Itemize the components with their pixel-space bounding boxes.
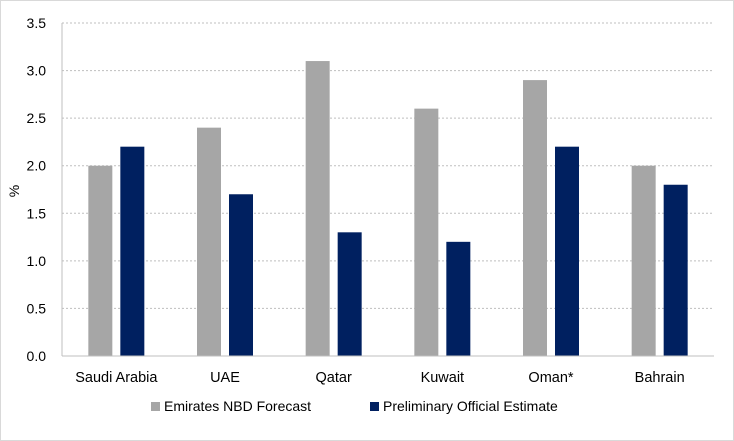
x-tick-label: Bahrain (635, 370, 685, 386)
y-tick-label: 1.0 (27, 253, 47, 269)
legend-label: Preliminary Official Estimate (383, 398, 558, 414)
x-tick-label: Saudi Arabia (75, 370, 158, 386)
y-tick-label: 3.0 (27, 63, 47, 79)
y-tick-label: 1.5 (27, 205, 47, 221)
y-tick-label: 0.5 (27, 300, 47, 316)
x-axis-ticks: Saudi Arabia UAE Qatar Kuwait Oman* Bahrain (75, 370, 684, 386)
x-tick-label: UAE (210, 370, 240, 386)
x-tick-label: Oman* (528, 370, 573, 386)
bar-official-estimate (337, 232, 362, 356)
y-tick-label: 2.0 (27, 158, 47, 174)
x-tick-label: Qatar (316, 370, 352, 386)
legend: Emirates NBD Forecast Preliminary Officia… (151, 398, 558, 414)
bar-forecast (523, 80, 547, 356)
y-axis-label: % (6, 185, 22, 197)
y-tick-label: 0.0 (27, 348, 47, 364)
y-tick-label: 2.5 (27, 110, 47, 126)
bar-forecast (197, 127, 221, 357)
legend-swatch (370, 402, 379, 411)
legend-swatch (151, 402, 160, 411)
bar-official-estimate (555, 146, 579, 356)
gridlines (62, 22, 714, 309)
bar-official-estimate (446, 241, 471, 356)
x-tick-label: Kuwait (421, 370, 465, 386)
legend-label: Emirates NBD Forecast (164, 398, 311, 414)
bar-official-estimate (229, 194, 253, 356)
y-tick-label: 3.5 (27, 15, 47, 31)
bars (88, 61, 688, 357)
bar-official-estimate (663, 184, 688, 356)
bar-forecast (88, 165, 113, 356)
bar-forecast (305, 61, 330, 357)
y-axis-ticks: 0.0 0.5 1.0 1.5 2.0 2.5 3.0 3.5 (27, 15, 47, 364)
bar-official-estimate (120, 146, 145, 356)
bar-forecast (631, 165, 656, 356)
bar-forecast (414, 108, 439, 356)
